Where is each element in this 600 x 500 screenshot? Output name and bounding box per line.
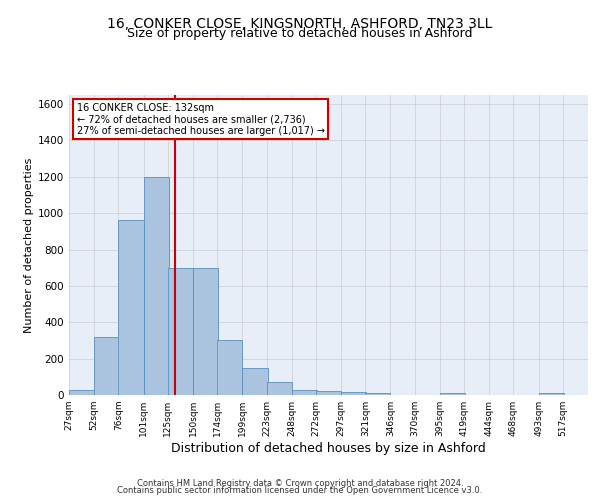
- Bar: [94, 337, 119, 395]
- Text: Contains public sector information licensed under the Open Government Licence v3: Contains public sector information licen…: [118, 486, 482, 495]
- Bar: [69, 390, 94, 395]
- Text: Size of property relative to detached houses in Ashford: Size of property relative to detached ho…: [127, 28, 473, 40]
- Text: Contains HM Land Registry data © Crown copyright and database right 2024.: Contains HM Land Registry data © Crown c…: [137, 478, 463, 488]
- Bar: [168, 268, 193, 395]
- Bar: [143, 177, 169, 395]
- Bar: [341, 392, 366, 395]
- Bar: [217, 340, 242, 395]
- Bar: [539, 393, 564, 395]
- Text: 16, CONKER CLOSE, KINGSNORTH, ASHFORD, TN23 3LL: 16, CONKER CLOSE, KINGSNORTH, ASHFORD, T…: [107, 18, 493, 32]
- Text: 16 CONKER CLOSE: 132sqm
← 72% of detached houses are smaller (2,736)
27% of semi: 16 CONKER CLOSE: 132sqm ← 72% of detache…: [77, 102, 325, 136]
- Bar: [365, 393, 391, 395]
- X-axis label: Distribution of detached houses by size in Ashford: Distribution of detached houses by size …: [171, 442, 486, 455]
- Bar: [118, 220, 143, 395]
- Bar: [292, 390, 317, 395]
- Y-axis label: Number of detached properties: Number of detached properties: [24, 158, 34, 332]
- Bar: [316, 392, 341, 395]
- Bar: [266, 382, 292, 395]
- Bar: [193, 268, 218, 395]
- Bar: [440, 393, 465, 395]
- Bar: [242, 368, 268, 395]
